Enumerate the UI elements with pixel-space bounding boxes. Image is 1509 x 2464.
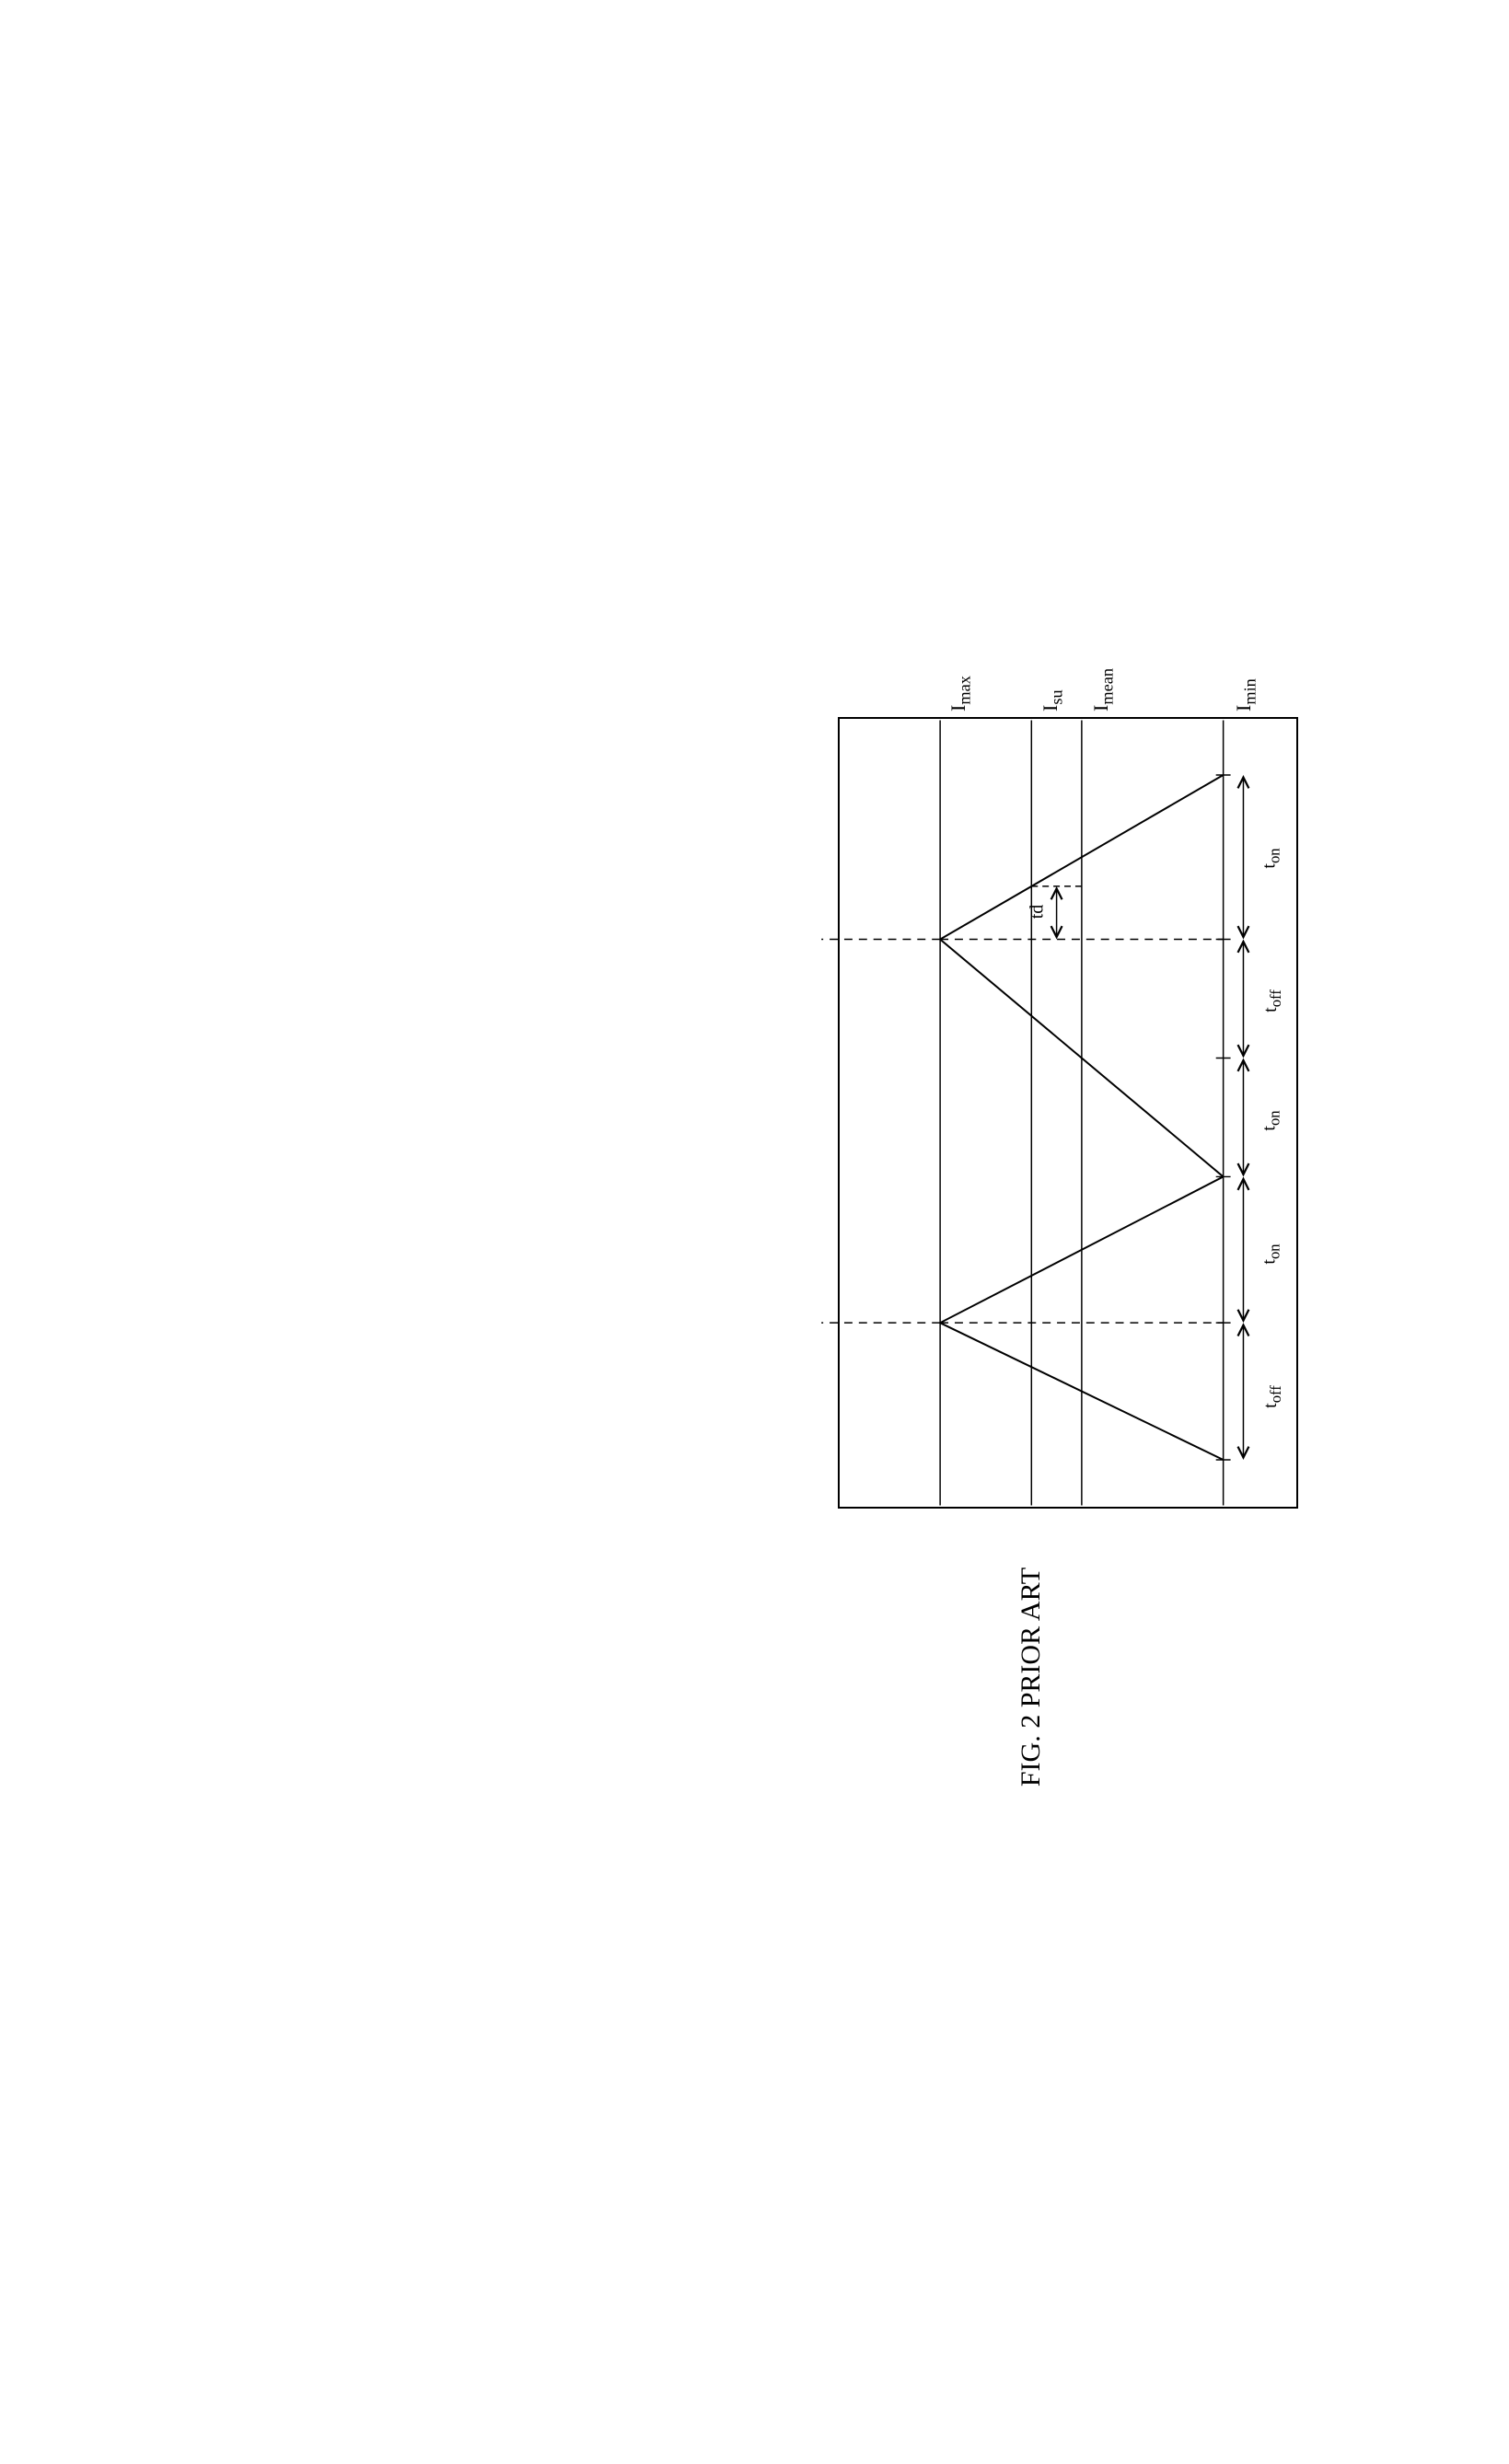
- ylabel-imin: Imin: [1232, 678, 1259, 711]
- ylabel-imean: Imean: [1089, 667, 1117, 711]
- time-label-2: ton: [1259, 1110, 1283, 1130]
- ylabel-isu: Isu: [1039, 689, 1066, 711]
- td-label: td: [1027, 905, 1048, 920]
- ylabel-imax: Imax: [946, 676, 974, 711]
- chart-frame: [838, 717, 1298, 1509]
- figure-caption: FIG. 2 PRIOR ART: [1016, 1567, 1047, 1786]
- figure-container: tontofftontontofftdFIG. 2 PRIOR ARTImaxI…: [737, 680, 1326, 1785]
- time-label-3: ton: [1259, 1244, 1283, 1264]
- time-label-0: ton: [1259, 848, 1283, 868]
- figure-container: [184, 781, 737, 1683]
- time-label-4: toff: [1259, 1385, 1284, 1408]
- chart-svg: [840, 719, 1296, 1507]
- time-label-1: toff: [1259, 989, 1284, 1012]
